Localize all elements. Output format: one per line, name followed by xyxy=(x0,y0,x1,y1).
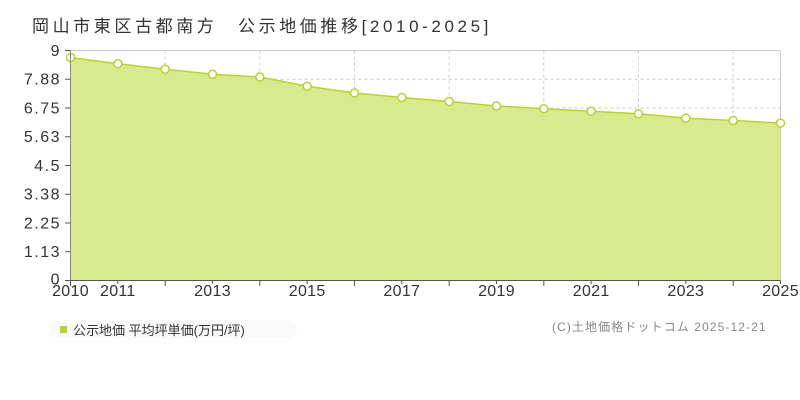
svg-text:7.88: 7.88 xyxy=(24,72,61,89)
svg-text:2019: 2019 xyxy=(478,283,515,300)
svg-text:1.13: 1.13 xyxy=(24,244,61,261)
svg-text:4.5: 4.5 xyxy=(34,158,61,175)
svg-text:2023: 2023 xyxy=(667,283,704,300)
svg-text:9: 9 xyxy=(51,43,61,60)
svg-text:2.25: 2.25 xyxy=(24,215,61,232)
svg-text:2010: 2010 xyxy=(52,283,89,300)
svg-text:2017: 2017 xyxy=(383,283,420,300)
svg-text:2025: 2025 xyxy=(762,283,799,300)
svg-text:6.75: 6.75 xyxy=(24,100,61,117)
svg-text:5.63: 5.63 xyxy=(24,129,61,146)
svg-text:2013: 2013 xyxy=(194,283,231,300)
svg-text:2011: 2011 xyxy=(100,283,136,300)
svg-text:2021: 2021 xyxy=(573,283,610,300)
svg-text:3.38: 3.38 xyxy=(24,187,61,204)
svg-text:2015: 2015 xyxy=(289,283,326,300)
